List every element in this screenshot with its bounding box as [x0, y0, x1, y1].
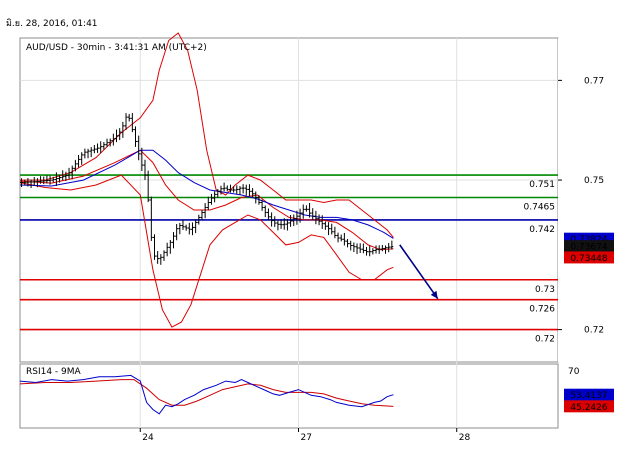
arrow-head — [430, 290, 438, 299]
price-panel-title: AUD/USD - 30min - 3:41:31 AM (UTC+2) — [26, 43, 207, 53]
rsi-tick-label-0: 70 — [568, 367, 580, 377]
rsi-panel-frame — [19, 363, 559, 429]
projection-arrow — [399, 244, 439, 300]
rsi-panel-title: RSI14 - 9MA — [26, 367, 82, 377]
price-tag-bg-1 — [564, 240, 614, 253]
bollinger-bands — [19, 32, 394, 328]
rsi-ma-value-label: 45.2426 — [570, 403, 607, 413]
y-tick-label-1: 0.75 — [584, 176, 604, 186]
bollinger-lower — [19, 174, 394, 328]
rsi-ma-line — [19, 379, 394, 407]
x-tick-label-1: 27 — [300, 433, 311, 443]
arrow-shaft — [399, 244, 439, 300]
price-axis-area — [558, 38, 616, 362]
bollinger-upper — [20, 32, 394, 238]
time-axis: 24 27 28 — [139, 428, 471, 443]
rsi-value-tag — [564, 388, 614, 401]
candlesticks — [20, 113, 394, 265]
rsi-indicator: 70 53.4137 45.2426 — [19, 367, 614, 415]
rsi-ma-value-tag — [564, 400, 614, 413]
level-label-1: 0.7465 — [524, 203, 556, 213]
level-label-4: 0.726 — [529, 305, 555, 315]
level-label-5: 0.72 — [535, 335, 555, 345]
rsi-value-label: 53.4137 — [570, 391, 607, 401]
rsi-line — [19, 374, 394, 415]
level-label-0: 0.751 — [529, 180, 555, 190]
x-tick-label-2: 28 — [459, 433, 471, 443]
moving-average-line — [19, 149, 394, 239]
horizontal-levels: 0.751 0.7465 0.742 0.73 0.726 0.72 — [20, 174, 558, 345]
price-tag-label-2: 0.73448 — [570, 254, 607, 264]
bollinger-middle — [19, 149, 394, 251]
y-tick-label-2: 0.72 — [584, 326, 604, 336]
y-tick-label-0: 0.77 — [584, 76, 604, 86]
level-label-3: 0.73 — [535, 285, 555, 295]
price-tag-label-1: 0.73674 — [570, 243, 607, 253]
level-label-2: 0.742 — [529, 225, 555, 235]
price-tag-bg-2 — [564, 251, 614, 264]
header-timestamp: มิ.ย. 28, 2016, 01:41 — [6, 18, 98, 29]
x-tick-label-0: 24 — [142, 433, 154, 443]
